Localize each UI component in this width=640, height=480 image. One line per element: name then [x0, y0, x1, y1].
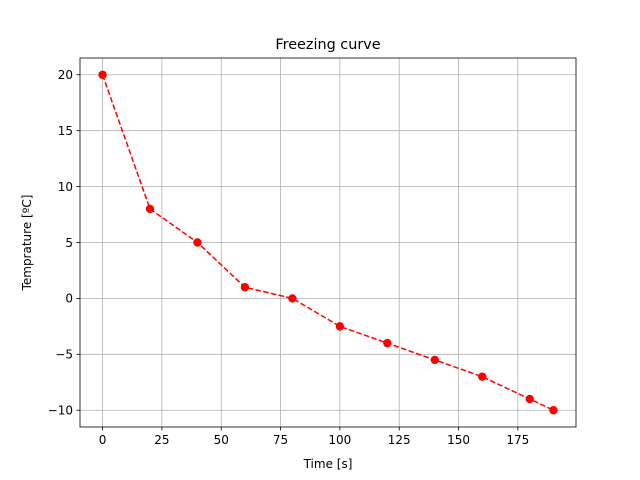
- y-tick-label: 10: [58, 180, 73, 194]
- x-tick-label: 150: [447, 433, 470, 447]
- data-point: [549, 406, 558, 415]
- data-point: [335, 322, 345, 331]
- series: [98, 70, 558, 415]
- x-tick-label: 0: [99, 433, 107, 447]
- data-point: [383, 338, 392, 348]
- x-tick-label: 50: [214, 433, 229, 447]
- data-point: [288, 294, 297, 303]
- x-tick-label: 175: [506, 433, 529, 447]
- chart-title: Freezing curve: [275, 37, 380, 53]
- series-line: [101, 74, 554, 411]
- grid: [80, 58, 576, 427]
- y-tick-label: 0: [65, 292, 73, 306]
- data-point: [98, 70, 107, 79]
- data-point: [240, 283, 250, 292]
- y-tick-label: −5: [55, 348, 73, 362]
- ticks: 0 25 50 75 100 125 150 175 −10 −5 0 5 10 15 20: [48, 68, 530, 447]
- y-tick-label: 5: [65, 236, 73, 250]
- data-point: [145, 204, 155, 214]
- data-point: [525, 394, 534, 404]
- x-tick-label: 125: [388, 433, 411, 447]
- data-point: [478, 372, 487, 381]
- x-tick-label: 25: [154, 433, 169, 447]
- x-tick-label: 100: [328, 433, 351, 447]
- data-point: [193, 238, 202, 247]
- y-tick-label: −10: [48, 404, 73, 418]
- y-axis-label: Temprature [ºC]: [20, 195, 34, 292]
- x-tick-label: 75: [273, 433, 288, 447]
- x-axis-label: Time [s]: [303, 457, 353, 471]
- data-point: [430, 355, 439, 365]
- y-tick-label: 20: [58, 68, 73, 82]
- y-tick-label: 15: [58, 124, 73, 138]
